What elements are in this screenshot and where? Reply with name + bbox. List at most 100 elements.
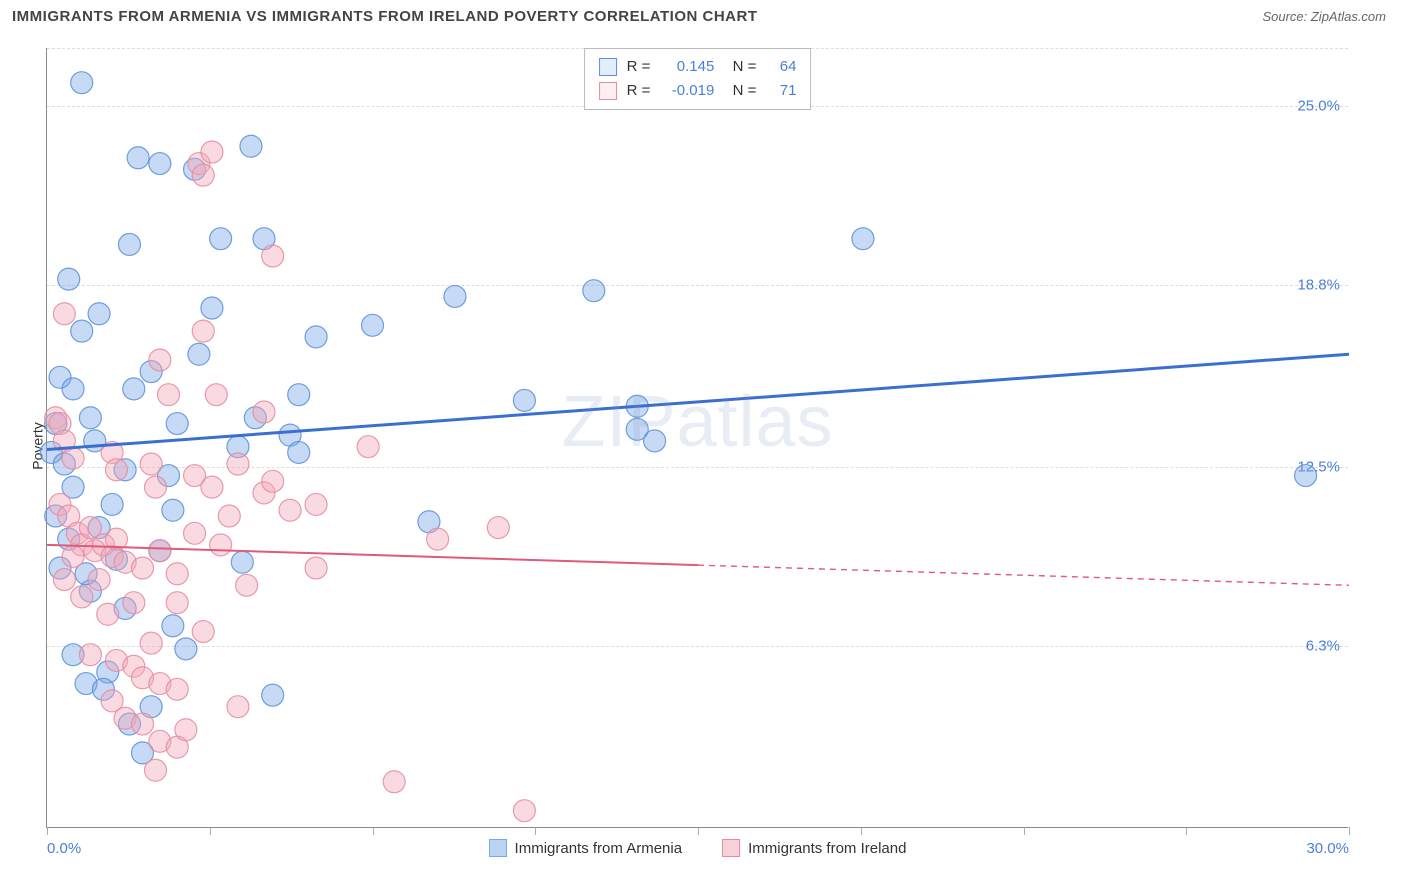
scatter-point [583, 280, 605, 302]
x-tick [1349, 827, 1350, 835]
scatter-point [192, 164, 214, 186]
legend-item: Immigrants from Ireland [722, 839, 906, 857]
stat-r-key: R = [627, 79, 651, 103]
scatter-point [71, 320, 93, 342]
scatter-point [279, 499, 301, 521]
scatter-chart: 6.3%12.5%18.8%25.0% ZIPatlas R =0.145 N … [46, 48, 1348, 828]
x-tick [47, 827, 48, 835]
scatter-point [62, 447, 84, 469]
scatter-point [145, 759, 167, 781]
scatter-point [288, 384, 310, 406]
scatter-point [131, 713, 153, 735]
scatter-point [53, 303, 75, 325]
scatter-point [105, 459, 127, 481]
scatter-point [123, 378, 145, 400]
scatter-point [71, 72, 93, 94]
scatter-point [184, 522, 206, 544]
scatter-point [58, 268, 80, 290]
scatter-point [127, 147, 149, 169]
scatter-point [1295, 465, 1317, 487]
scatter-point [305, 326, 327, 348]
scatter-point [192, 621, 214, 643]
scatter-point [123, 592, 145, 614]
scatter-point [201, 297, 223, 319]
scatter-point [79, 644, 101, 666]
scatter-point [166, 563, 188, 585]
x-tick [535, 827, 536, 835]
scatter-point [188, 343, 210, 365]
scatter-point [362, 314, 384, 336]
scatter-point [62, 545, 84, 567]
scatter-point [262, 684, 284, 706]
x-tick-label: 30.0% [1306, 840, 1349, 857]
scatter-point [149, 153, 171, 175]
scatter-point [97, 603, 119, 625]
scatter-point [88, 569, 110, 591]
scatter-point [149, 540, 171, 562]
scatter-point [427, 528, 449, 550]
scatter-point [62, 378, 84, 400]
x-tick [373, 827, 374, 835]
scatter-point [149, 349, 171, 371]
x-tick [861, 827, 862, 835]
scatter-point [236, 574, 258, 596]
x-tick [1186, 827, 1187, 835]
scatter-point [166, 592, 188, 614]
x-tick [1024, 827, 1025, 835]
scatter-point [852, 228, 874, 250]
stats-row: R = -0.019 N = 71 [599, 79, 797, 103]
scatter-point [444, 285, 466, 307]
stat-n-key: N = [724, 55, 756, 79]
legend-label: Immigrants from Ireland [748, 840, 906, 857]
x-tick [210, 827, 211, 835]
scatter-point [210, 228, 232, 250]
scatter-point [131, 557, 153, 579]
stats-legend-box: R = 0.145 N = 64 R = -0.019 N = 71 [584, 48, 812, 110]
bottom-legend: Immigrants from ArmeniaImmigrants from I… [489, 839, 907, 857]
scatter-point [305, 493, 327, 515]
scatter-point [71, 586, 93, 608]
scatter-point [162, 499, 184, 521]
stat-r-value: 0.145 [660, 55, 714, 79]
scatter-point [262, 470, 284, 492]
stat-n-value: 71 [766, 79, 796, 103]
scatter-point [231, 551, 253, 573]
stat-n-key: N = [724, 79, 756, 103]
scatter-point [88, 303, 110, 325]
stat-r-value: -0.019 [660, 79, 714, 103]
chart-title: IMMIGRANTS FROM ARMENIA VS IMMIGRANTS FR… [12, 8, 757, 25]
stat-n-value: 64 [766, 55, 796, 79]
scatter-point [118, 233, 140, 255]
legend-swatch [599, 82, 617, 100]
source-attribution: Source: ZipAtlas.com [1262, 9, 1386, 24]
scatter-point [145, 476, 167, 498]
scatter-point [201, 141, 223, 163]
scatter-point [262, 245, 284, 267]
scatter-point [201, 476, 223, 498]
scatter-point [166, 413, 188, 435]
scatter-point [357, 436, 379, 458]
scatter-point [513, 800, 535, 822]
x-tick-label: 0.0% [47, 840, 81, 857]
scatter-point [288, 441, 310, 463]
scatter-point [487, 517, 509, 539]
legend-swatch [489, 839, 507, 857]
scatter-point [383, 771, 405, 793]
stats-row: R = 0.145 N = 64 [599, 55, 797, 79]
scatter-point [205, 384, 227, 406]
scatter-point [240, 135, 262, 157]
scatter-point [227, 696, 249, 718]
scatter-point [192, 320, 214, 342]
stat-r-key: R = [627, 55, 651, 79]
scatter-point [210, 534, 232, 556]
legend-swatch [722, 839, 740, 857]
scatter-point [140, 632, 162, 654]
scatter-point [644, 430, 666, 452]
scatter-point [158, 384, 180, 406]
x-tick [698, 827, 699, 835]
trend-line [47, 354, 1349, 449]
scatter-point [227, 453, 249, 475]
trend-line-dashed [698, 565, 1349, 585]
legend-swatch [599, 58, 617, 76]
scatter-point [175, 638, 197, 660]
